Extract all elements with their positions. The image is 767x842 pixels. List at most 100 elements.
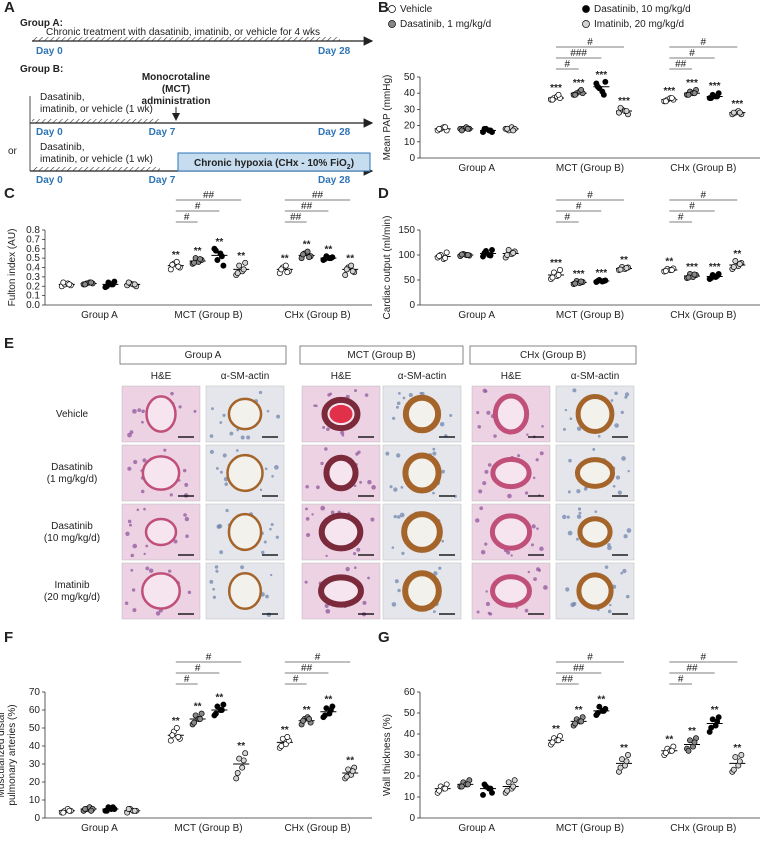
nucleus [482,481,487,486]
significance-hash: ## [686,663,698,674]
x-tick-label: MCT (Group B) [174,310,242,321]
nucleus [222,413,226,417]
nucleus [397,391,401,395]
vessel-wall [402,570,442,612]
significance-star: *** [573,78,585,89]
significance-star: ** [172,716,180,727]
data-point [343,773,350,780]
label: Imatinib [54,580,89,591]
y-axis-label: pulmonary arteries (%) [7,704,18,805]
nucleus [353,566,357,570]
significance-hash: ### [570,48,587,59]
nucleus [607,542,611,547]
nucleus [400,486,404,489]
nucleus [477,425,482,429]
nucleus [129,523,132,527]
significance-star: ** [325,244,333,255]
data-point [504,125,511,132]
nucleus [356,547,361,552]
y-tick-label: 0 [409,300,415,311]
y-tick-label: 60 [404,687,416,698]
nucleus [145,544,149,548]
x-tick-label: CHx (Group B) [670,163,736,174]
data-point [88,279,95,286]
nucleus [357,450,361,454]
data-point [197,716,204,722]
significance-star: ** [194,702,202,713]
significance-star: ** [216,237,224,248]
vessel-wall [145,395,177,433]
nucleus [432,610,436,614]
y-tick-label: 30 [404,750,416,761]
label: Chronic treatment with dasatinib, imatin… [46,27,320,38]
nucleus [485,590,488,593]
nucleus [183,513,187,517]
significance-hash: # [576,201,582,212]
data-point [103,807,110,814]
data-point [738,752,745,758]
nucleus [541,424,544,428]
nucleus [389,485,393,489]
significance-hash: # [689,48,695,59]
nucleus [567,530,573,536]
y-tick-label: 20 [404,771,416,782]
legend-swatch [388,20,396,28]
data-point [736,758,743,765]
y-tick-label: 30 [404,104,416,115]
data-point [489,247,495,253]
nucleus [264,467,268,471]
significance-star: ** [575,705,583,716]
label: Day 28 [318,46,351,57]
nucleus [132,408,137,414]
data-point [505,779,512,786]
y-tick-label: 0.5 [26,253,40,264]
nucleus [240,435,245,440]
nucleus [395,405,399,409]
nucleus [394,579,399,584]
data-point [342,272,349,278]
data-point [464,252,471,258]
nucleus [193,409,197,413]
data-point [600,91,607,98]
nucleus [627,469,630,473]
data-point [220,262,227,269]
nucleus [570,602,575,608]
label: G [378,629,390,646]
data-point [278,266,285,273]
significance-star: *** [550,258,562,269]
data-point [708,275,715,281]
significance-star: *** [709,81,721,92]
significance-hash: ## [675,59,687,70]
nucleus [479,506,484,511]
nucleus [567,490,571,494]
data-point [668,95,675,102]
data-point [109,804,116,811]
nucleus [178,405,182,409]
y-tick-label: 40 [404,88,416,99]
nucleus [140,489,145,494]
y-tick-label: 50 [29,723,41,734]
erythrocytes [329,404,353,424]
nucleus [212,595,217,599]
nucleus [132,543,138,549]
chx-end: ) [351,158,354,169]
data-point [197,256,204,263]
significance-hash: # [701,190,707,201]
nucleus [396,401,401,406]
nucleus [620,410,624,414]
significance-star: *** [663,86,675,97]
label: administration [142,96,211,107]
label: α-SM-actin [398,371,447,382]
nucleus [488,612,493,616]
significance-star: ** [303,705,311,716]
data-point [103,283,110,290]
nucleus [620,571,623,575]
nucleus [322,425,326,430]
significance-star: ** [733,249,741,260]
nucleus [432,491,435,495]
data-point [549,96,556,103]
nucleus [187,590,192,595]
x-tick-label: CHx (Group B) [284,310,350,321]
significance-hash: # [565,212,571,223]
nucleus [222,453,227,458]
